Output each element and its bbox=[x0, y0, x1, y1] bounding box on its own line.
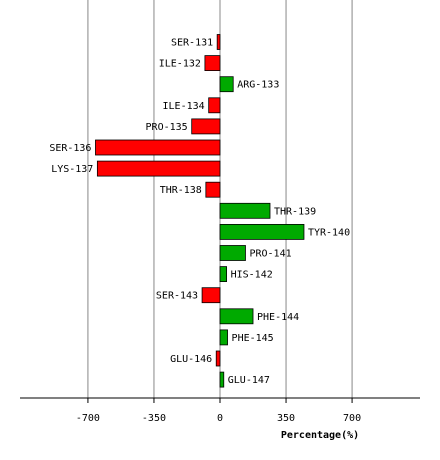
bar-pro-135 bbox=[191, 118, 221, 135]
bar-ile-134 bbox=[208, 97, 221, 114]
bar-label-ile-132: ILE-132 bbox=[159, 59, 201, 70]
bar-label-ser-143: SER-143 bbox=[156, 291, 198, 302]
bar-label-glu-146: GLU-146 bbox=[170, 354, 212, 365]
bar-ser-131 bbox=[216, 34, 221, 50]
bar-label-pro-135: PRO-135 bbox=[146, 122, 188, 133]
bar-label-glu-147: GLU-147 bbox=[228, 375, 270, 386]
bar-label-ile-134: ILE-134 bbox=[163, 101, 205, 112]
bar-lys-137 bbox=[96, 160, 221, 177]
bar-his-142 bbox=[219, 266, 228, 283]
x-tick-label-0: -700 bbox=[76, 413, 100, 424]
bar-label-phe-145: PHE-145 bbox=[232, 333, 274, 344]
x-tick-label-3: 350 bbox=[277, 413, 295, 424]
bar-ser-143 bbox=[201, 287, 221, 304]
bar-label-his-142: HIS-142 bbox=[231, 270, 273, 281]
bar-thr-138 bbox=[205, 181, 221, 198]
x-axis-title: Percentage(%) bbox=[281, 430, 359, 441]
bar-label-phe-144: PHE-144 bbox=[257, 312, 299, 323]
x-axis-ticks: -700 -350 0 350 700 bbox=[76, 398, 361, 424]
bar-label-arg-133: ARG-133 bbox=[237, 80, 279, 91]
bar-label-pro-141: PRO-141 bbox=[249, 249, 291, 260]
bar-label-thr-138: THR-138 bbox=[160, 185, 202, 196]
bars bbox=[95, 34, 305, 388]
bar-phe-144 bbox=[219, 308, 254, 325]
bar-thr-139 bbox=[219, 202, 271, 219]
x-tick-label-2: 0 bbox=[217, 413, 223, 424]
bar-label-lys-137: LYS-137 bbox=[51, 164, 93, 175]
bar-label-ser-131: SER-131 bbox=[171, 38, 213, 49]
bar-label-thr-139: THR-139 bbox=[274, 206, 316, 217]
x-tick-label-4: 700 bbox=[343, 413, 361, 424]
bar-glu-147 bbox=[219, 371, 225, 388]
bar-arg-133 bbox=[219, 76, 234, 93]
bar-tyr-140 bbox=[219, 223, 305, 240]
x-tick-label-1: -350 bbox=[142, 413, 166, 424]
bar-label-ser-136: SER-136 bbox=[49, 143, 91, 154]
bar-pro-141 bbox=[219, 245, 246, 261]
bar-label-tyr-140: TYR-140 bbox=[308, 227, 350, 238]
bar-phe-145 bbox=[219, 329, 228, 346]
bar-ser-136 bbox=[95, 139, 221, 156]
bar-ile-132 bbox=[204, 55, 221, 71]
bar-glu-146 bbox=[215, 350, 221, 367]
bar-labels: SER-131 ILE-132 ARG-133 ILE-134 PRO-135 SER-1… bbox=[49, 38, 350, 387]
